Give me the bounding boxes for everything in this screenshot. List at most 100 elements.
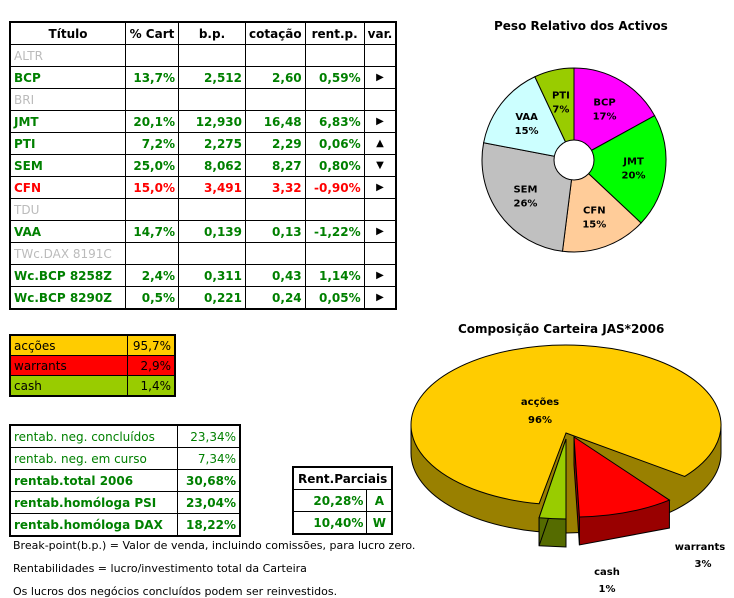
- pie1-label: CFN: [583, 205, 606, 216]
- cell-value: 6,83%: [304, 110, 365, 133]
- cell-value: 0,139: [178, 220, 246, 243]
- cell-value: 16,48: [245, 110, 306, 133]
- partial-value: 10,40%: [292, 511, 368, 535]
- pie1-label: BCP: [593, 97, 615, 108]
- returns-row: rentab.homóloga PSI 23,04%: [9, 491, 241, 514]
- cell-value: 8,062: [178, 154, 246, 177]
- returns-label: rentab.homóloga DAX: [9, 513, 178, 537]
- pie2-slice-warrants: [573, 436, 671, 518]
- pie1-label: JMT: [622, 157, 644, 168]
- column-header: var.: [363, 21, 397, 45]
- partial-code: A: [366, 489, 393, 512]
- cell-value: 0,5%: [125, 286, 179, 310]
- table-row: BCP 13,7% 2,512 2,60 0,59% ▶: [9, 66, 397, 89]
- pie2-value-label: 1%: [599, 584, 616, 595]
- pie2-label: acções: [521, 397, 559, 408]
- pie1-value-label: 7%: [552, 104, 569, 115]
- cell-value: 2,29: [245, 132, 306, 155]
- returns-value: 18,22%: [177, 513, 241, 537]
- returns-label: rentab.homóloga PSI: [9, 491, 178, 514]
- pie1-slice-PTI: [534, 67, 575, 161]
- pie2-label: warrants: [675, 542, 725, 553]
- allocation-table: acções 95,7% warrants 2,9% cash 1,4%: [9, 334, 176, 397]
- allocation-label: acções: [9, 334, 128, 356]
- partial-header: Rent.Parciais: [292, 466, 393, 490]
- cell-value: 0,221: [178, 286, 246, 310]
- portfolio-table: Título% Cart b.p. cotação rent.p. var. ALTR BC…: [9, 21, 398, 310]
- pie1-slice-SEM: [481, 142, 575, 252]
- column-header: % Cart: [125, 21, 179, 45]
- allocation-value: 1,4%: [127, 375, 176, 397]
- allocation-value: 2,9%: [127, 355, 176, 376]
- returns-label: rentab.total 2006: [9, 469, 178, 492]
- partial-code: W: [366, 511, 393, 535]
- note-lucros: Os lucros dos negócios concluídos podem …: [13, 585, 338, 598]
- pie1-label: PTI: [552, 90, 570, 101]
- returns-value: 23,04%: [177, 491, 241, 514]
- cell-value: 15,0%: [125, 176, 179, 199]
- pie1-hole: [553, 139, 595, 181]
- returns-value: 30,68%: [177, 469, 241, 492]
- pie1-slice-CFN: [561, 158, 642, 253]
- pie1-value-label: 17%: [593, 111, 617, 122]
- pie1-value-label: 26%: [513, 198, 537, 209]
- cell-value: 0,311: [178, 264, 246, 287]
- pie1-label: SEM: [513, 184, 537, 195]
- cell-value: 0,06%: [304, 132, 365, 155]
- row-title: VAA: [9, 220, 126, 243]
- allocation-row: warrants 2,9%: [9, 355, 176, 376]
- table-row: Wc.BCP 8258Z 2,4% 0,311 0,43 1,14% ▶: [9, 264, 397, 287]
- pie2-title: Composição Carteira JAS*2006: [458, 322, 665, 336]
- cell-value: 0,13: [245, 220, 306, 243]
- cell-value: 0,24: [245, 286, 306, 310]
- cell-value: -0,90%: [304, 176, 365, 199]
- cell-value: 0,05%: [304, 286, 365, 310]
- pie1-value-label: 20%: [622, 171, 646, 182]
- returns-row: rentab. neg. concluídos 23,34%: [9, 424, 241, 448]
- pie1-value-label: 15%: [515, 126, 539, 137]
- pie1-slice-JMT: [573, 114, 667, 224]
- column-header: b.p.: [178, 21, 246, 45]
- pie2-value-label: 96%: [528, 415, 552, 426]
- allocation-row: acções 95,7%: [9, 334, 176, 356]
- note-rentabilidades: Rentabilidades = lucro/investimento tota…: [13, 562, 307, 575]
- pie1-slice-VAA: [483, 76, 575, 161]
- returns-table: rentab. neg. concluídos 23,34% rentab. neg…: [9, 424, 241, 537]
- returns-row: rentab. neg. em curso 7,34%: [9, 447, 241, 470]
- cell-value: 2,275: [178, 132, 246, 155]
- pie1-value-label: 15%: [582, 219, 606, 230]
- partial-value: 20,28%: [292, 489, 368, 512]
- row-title: TDU: [9, 198, 126, 221]
- variation-arrow-icon: ▶: [363, 264, 397, 287]
- table-row: CFN 15,0% 3,491 3,32 -0,90% ▶: [9, 176, 397, 199]
- returns-label: rentab. neg. concluídos: [9, 424, 178, 448]
- pie2-value-label: 3%: [695, 559, 712, 570]
- pie1-label: VAA: [515, 112, 538, 123]
- pie2-slice-acoes: [410, 344, 722, 505]
- cell-value: 7,2%: [125, 132, 179, 155]
- allocation-value: 95,7%: [127, 334, 176, 356]
- pie1-slice-BCP: [573, 67, 656, 161]
- pie1-title: Peso Relativo dos Activos: [494, 19, 668, 33]
- allocation-label: warrants: [9, 355, 128, 376]
- table-row: Wc.BCP 8290Z 0,5% 0,221 0,24 0,05% ▶: [9, 286, 397, 310]
- cell-value: 13,7%: [125, 66, 179, 89]
- partial-row: 10,40% W: [292, 511, 393, 535]
- cell-value: -1,22%: [304, 220, 365, 243]
- returns-value: 23,34%: [177, 424, 241, 448]
- column-header: rent.p.: [304, 21, 365, 45]
- row-title: Wc.BCP 8258Z: [9, 264, 126, 287]
- partial-row: 20,28% A: [292, 489, 393, 512]
- returns-row: rentab.total 2006 30,68%: [9, 469, 241, 492]
- cell-value: 1,14%: [304, 264, 365, 287]
- allocation-label: cash: [9, 375, 128, 397]
- row-title: TWc.DAX 8191C: [9, 242, 126, 265]
- cell-value: 2,4%: [125, 264, 179, 287]
- pie2-label: cash: [594, 567, 620, 578]
- table-row: SEM 25,0% 8,062 8,27 0,80% ▼: [9, 154, 397, 177]
- cell-value: 12,930: [178, 110, 246, 133]
- partial-returns-table: Rent.Parciais 20,28% A 10,40% W: [292, 466, 394, 535]
- variation-arrow-icon: ▶: [363, 286, 397, 310]
- row-title: Wc.BCP 8290Z: [9, 286, 126, 310]
